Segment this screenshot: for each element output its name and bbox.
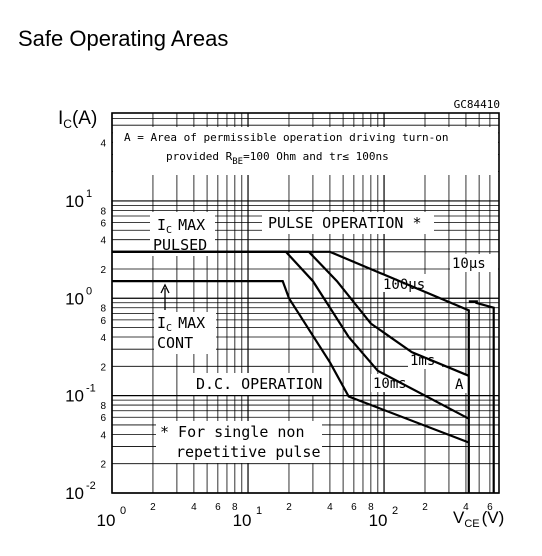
ic-max-cont-line1: IC MAX [157, 314, 205, 334]
curve-label-10ms: 10ms [373, 376, 407, 392]
y-tick-label: 2 [100, 265, 106, 276]
footnote-line1: * For single non [160, 423, 305, 441]
y-tick-label: 2 [100, 362, 106, 373]
x-tick-label: 2 [422, 502, 428, 513]
x-tick-label: 6 [487, 502, 493, 513]
x-tick-label: 6 [215, 502, 221, 513]
series-line-1ms [112, 250, 470, 420]
y-decade-label: 10 [65, 289, 84, 308]
x-decade-label: 10 [233, 511, 252, 530]
x-decade-exponent: 0 [120, 505, 126, 517]
ic-max-cont-box [154, 312, 216, 354]
x-tick-label: 6 [351, 502, 357, 513]
y-tick-label: 8 [100, 304, 106, 315]
pulse-operation-label: PULSE OPERATION * [268, 214, 422, 232]
x-tick-label: 2 [286, 502, 292, 513]
footnote-line2: repetitive pulse [176, 443, 321, 461]
area-note-box [113, 127, 498, 175]
y-decade-label: 10 [65, 192, 84, 211]
footnote-box [156, 421, 322, 463]
curve-label-10us: 10μs [452, 256, 486, 272]
y-tick-label: 4 [100, 138, 106, 149]
dc-operation-label: D.C. OPERATION [196, 375, 322, 393]
x-decade-exponent: 2 [392, 505, 398, 517]
label-boxes [113, 127, 498, 463]
area-note-line2: provided RBE=100 Ohm and tr≤ 100ns [166, 150, 389, 167]
figure-code: GC84410 [454, 98, 500, 111]
x-decade-label: 10 [97, 511, 116, 530]
series-lines [112, 250, 495, 493]
y-decade-exponent: -1 [86, 383, 96, 395]
label-a-box [453, 375, 467, 393]
series-line-10ms [112, 280, 470, 444]
ic-max-pulsed-line2: PULSED [153, 236, 207, 254]
x-axis-title: VCE (V) [453, 508, 504, 530]
x-tick-label: 4 [327, 502, 333, 513]
ic-max-arrow-head [160, 283, 170, 294]
ic-max-pulsed-line1: IC MAX [157, 216, 205, 236]
x-tick-label: 4 [191, 502, 197, 513]
y-tick-label: 8 [100, 401, 106, 412]
x-tick-label: 2 [150, 502, 156, 513]
y-decade-exponent: -2 [86, 480, 96, 492]
label-10ms-box [371, 374, 415, 392]
y-tick-label: 6 [100, 219, 106, 230]
label-1ms-box [408, 351, 442, 369]
x-tick-label: 8 [232, 502, 238, 513]
y-tick-label: 8 [100, 206, 106, 217]
curve-label-a: A [455, 377, 464, 393]
y-tick-label: 4 [100, 430, 106, 441]
dc-operation-box [193, 373, 323, 395]
plot-frame [111, 112, 500, 494]
x-tick-label: 8 [368, 502, 374, 513]
ic-max-cont-line2: CONT [157, 334, 193, 352]
page-title: Safe Operating Areas [18, 26, 229, 51]
series-line-A [475, 301, 495, 493]
x-decade-exponent: 1 [256, 505, 262, 517]
y-tick-label: 4 [100, 333, 106, 344]
pulse-operation-box [262, 212, 434, 234]
curve-label-1ms: 1ms [410, 353, 435, 369]
curve-label-100us: 100μs [383, 277, 425, 293]
y-tick-label: 4 [100, 236, 106, 247]
x-tick-label: 4 [463, 502, 469, 513]
y-tick-label: 2 [100, 460, 106, 471]
y-decade-exponent: 0 [86, 285, 92, 297]
area-note-line1: A = Area of permissible operation drivin… [124, 131, 449, 144]
label-10us-box [450, 254, 498, 272]
y-decade-exponent: 1 [86, 188, 92, 200]
y-axis-title: IC(A) [58, 108, 97, 131]
y-decade-label: 10 [65, 387, 84, 406]
ic-max-pulsed-box [150, 212, 215, 256]
y-decade-label: 10 [65, 484, 84, 503]
y-tick-label: 6 [100, 413, 106, 424]
x-decade-label: 10 [369, 511, 388, 530]
y-tick-label: 6 [100, 316, 106, 327]
